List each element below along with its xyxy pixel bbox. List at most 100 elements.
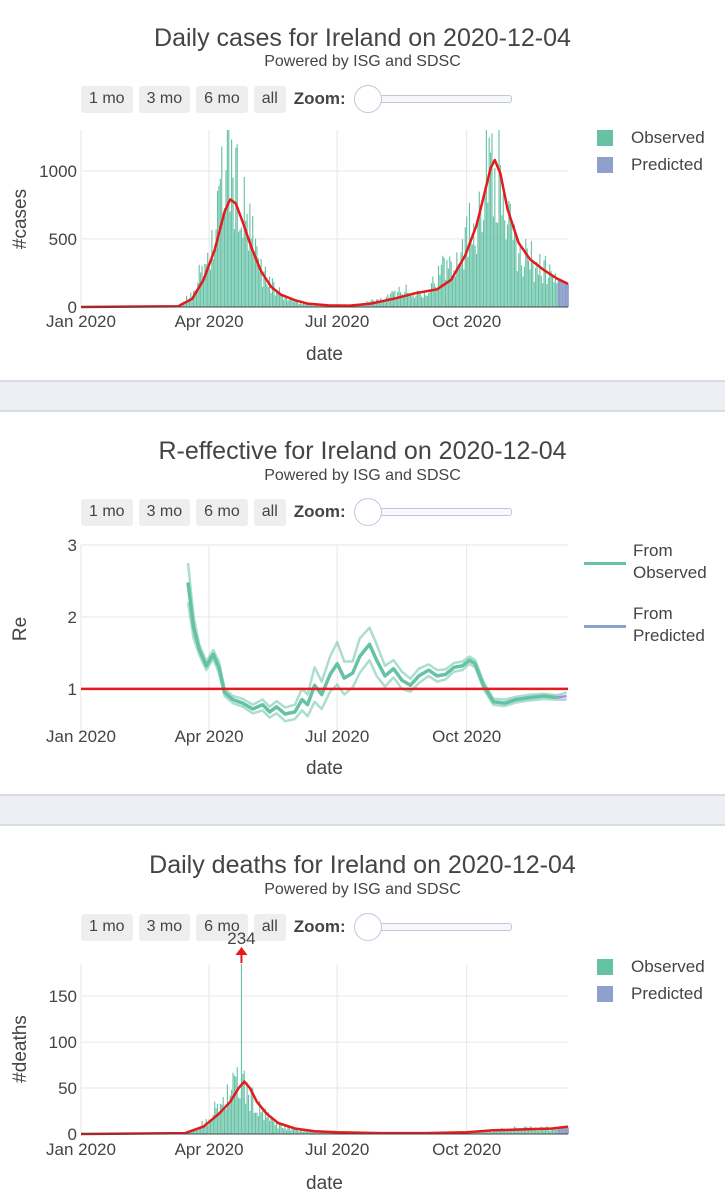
zoom-slider[interactable] xyxy=(353,913,512,941)
cases-bar xyxy=(529,269,531,307)
cases-bar xyxy=(532,262,534,307)
re-panel: R-effective for Ireland on 2020-12-04 Po… xyxy=(0,412,725,794)
cases-bar xyxy=(388,297,390,307)
range-1mo-button[interactable]: 1 mo xyxy=(81,498,133,526)
re-zoom-controls: 1 mo 3 mo 6 mo all Zoom: xyxy=(81,498,512,526)
deaths-bar xyxy=(526,1127,528,1134)
range-6mo-button[interactable]: 6 mo xyxy=(196,913,248,941)
deaths-bar xyxy=(207,1125,209,1134)
deaths-y-tick-label: 100 xyxy=(49,1033,77,1052)
cases-bar xyxy=(433,283,435,307)
range-all-button[interactable]: all xyxy=(253,85,286,113)
cases-bar xyxy=(191,297,193,307)
deaths-bar xyxy=(197,1127,199,1134)
cases-bar xyxy=(536,261,538,307)
cases-bar xyxy=(516,271,518,307)
cases-bar xyxy=(229,211,231,307)
deaths-bar xyxy=(506,1128,509,1134)
deaths-bar xyxy=(233,1075,235,1134)
legend-item-predicted[interactable]: Predicted xyxy=(597,980,705,1007)
zoom-slider-handle[interactable] xyxy=(353,913,382,941)
range-6mo-button[interactable]: 6 mo xyxy=(196,85,248,113)
cases-bar xyxy=(421,296,423,307)
cases-chart[interactable]: Jan 2020 Apr 2020 Jul 2020 Oct 2020 0 500 1000… xyxy=(0,0,725,380)
zoom-slider-handle[interactable] xyxy=(353,85,382,113)
cases-bar xyxy=(239,229,241,307)
cases-bar xyxy=(304,303,306,307)
cases-bar xyxy=(546,283,548,307)
cases-bar xyxy=(315,305,317,307)
cases-predicted-bar xyxy=(557,279,559,307)
cases-bar xyxy=(274,295,276,307)
range-3mo-button[interactable]: 3 mo xyxy=(138,85,191,113)
range-3mo-button[interactable]: 3 mo xyxy=(138,913,191,941)
range-1mo-button[interactable]: 1 mo xyxy=(81,85,133,113)
deaths-bar xyxy=(470,1132,472,1134)
deaths-panel: Daily deaths for Ireland on 2020-12-04 P… xyxy=(0,826,725,1200)
deaths-observed-bars xyxy=(178,964,558,1135)
cases-x-tick-label: Jul 2020 xyxy=(305,312,369,331)
deaths-chart[interactable]: Jan 2020 Apr 2020 Jul 2020 Oct 2020 0 50 100 15… xyxy=(0,826,725,1200)
cases-bar xyxy=(253,251,255,307)
cases-title: Daily cases for Ireland on 2020-12-04 xyxy=(154,24,571,52)
cases-bar xyxy=(463,269,465,307)
legend-item-from-predicted[interactable]: From Predicted xyxy=(584,603,707,647)
cases-bar xyxy=(238,231,240,307)
re-x-tick-label: Jan 2020 xyxy=(46,727,116,746)
deaths-bar xyxy=(219,1103,221,1134)
deaths-bar xyxy=(281,1127,283,1134)
deaths-bar xyxy=(208,1119,210,1134)
deaths-bar xyxy=(335,1132,337,1134)
range-3mo-button[interactable]: 3 mo xyxy=(138,498,191,526)
cases-bar xyxy=(278,287,281,307)
cases-bar xyxy=(553,282,555,307)
legend-item-observed[interactable]: Observed xyxy=(597,953,705,980)
cases-bar xyxy=(508,200,510,307)
deaths-x-axis-title: date xyxy=(306,1173,343,1194)
cases-bar xyxy=(556,283,558,307)
cases-bar xyxy=(188,298,190,307)
cases-bar xyxy=(202,276,205,307)
re-chart[interactable]: Jan 2020 Apr 2020 Jul 2020 Oct 2020123dateR… xyxy=(0,412,725,794)
range-all-button[interactable]: all xyxy=(253,498,286,526)
cases-bar xyxy=(295,299,297,307)
range-1mo-button[interactable]: 1 mo xyxy=(81,913,133,941)
deaths-annotation-label: 234 xyxy=(227,929,255,948)
deaths-bar xyxy=(264,1108,266,1134)
legend-item-observed[interactable]: Observed xyxy=(597,124,705,151)
deaths-bar xyxy=(300,1129,302,1134)
deaths-bar xyxy=(535,1127,537,1134)
cases-bar xyxy=(409,293,411,307)
re-from-predicted-upper-bound xyxy=(556,691,568,697)
deaths-bar xyxy=(488,1130,490,1134)
deaths-bar xyxy=(224,1106,226,1134)
cases-bar xyxy=(491,133,493,307)
cases-bar xyxy=(224,208,226,307)
zoom-slider[interactable] xyxy=(353,498,512,526)
zoom-slider-handle[interactable] xyxy=(353,498,382,526)
deaths-bar xyxy=(276,1121,278,1134)
zoom-slider[interactable] xyxy=(353,85,512,113)
cases-panel: Daily cases for Ireland on 2020-12-04 Po… xyxy=(0,0,725,380)
cases-bar xyxy=(528,260,530,307)
deaths-bar xyxy=(330,1132,333,1134)
legend-item-predicted[interactable]: Predicted xyxy=(597,151,705,178)
cases-bar xyxy=(401,293,403,307)
legend-item-from-observed[interactable]: From Observed xyxy=(584,540,707,584)
panel-separator xyxy=(0,794,725,826)
deaths-bar xyxy=(553,1129,555,1134)
deaths-bar xyxy=(302,1131,304,1134)
deaths-bar xyxy=(294,1127,296,1134)
cases-bar xyxy=(211,230,213,307)
range-6mo-button[interactable]: 6 mo xyxy=(196,498,248,526)
deaths-bar xyxy=(267,1112,269,1134)
range-all-button[interactable]: all xyxy=(253,913,286,941)
cases-bar xyxy=(319,305,321,307)
cases-trend-line xyxy=(80,158,569,309)
deaths-bar xyxy=(509,1129,511,1134)
cases-bar xyxy=(474,245,476,307)
cases-bar xyxy=(197,282,199,307)
cases-bar xyxy=(456,252,458,307)
deaths-trend-line xyxy=(80,1080,569,1136)
zoom-label: Zoom: xyxy=(293,89,346,108)
